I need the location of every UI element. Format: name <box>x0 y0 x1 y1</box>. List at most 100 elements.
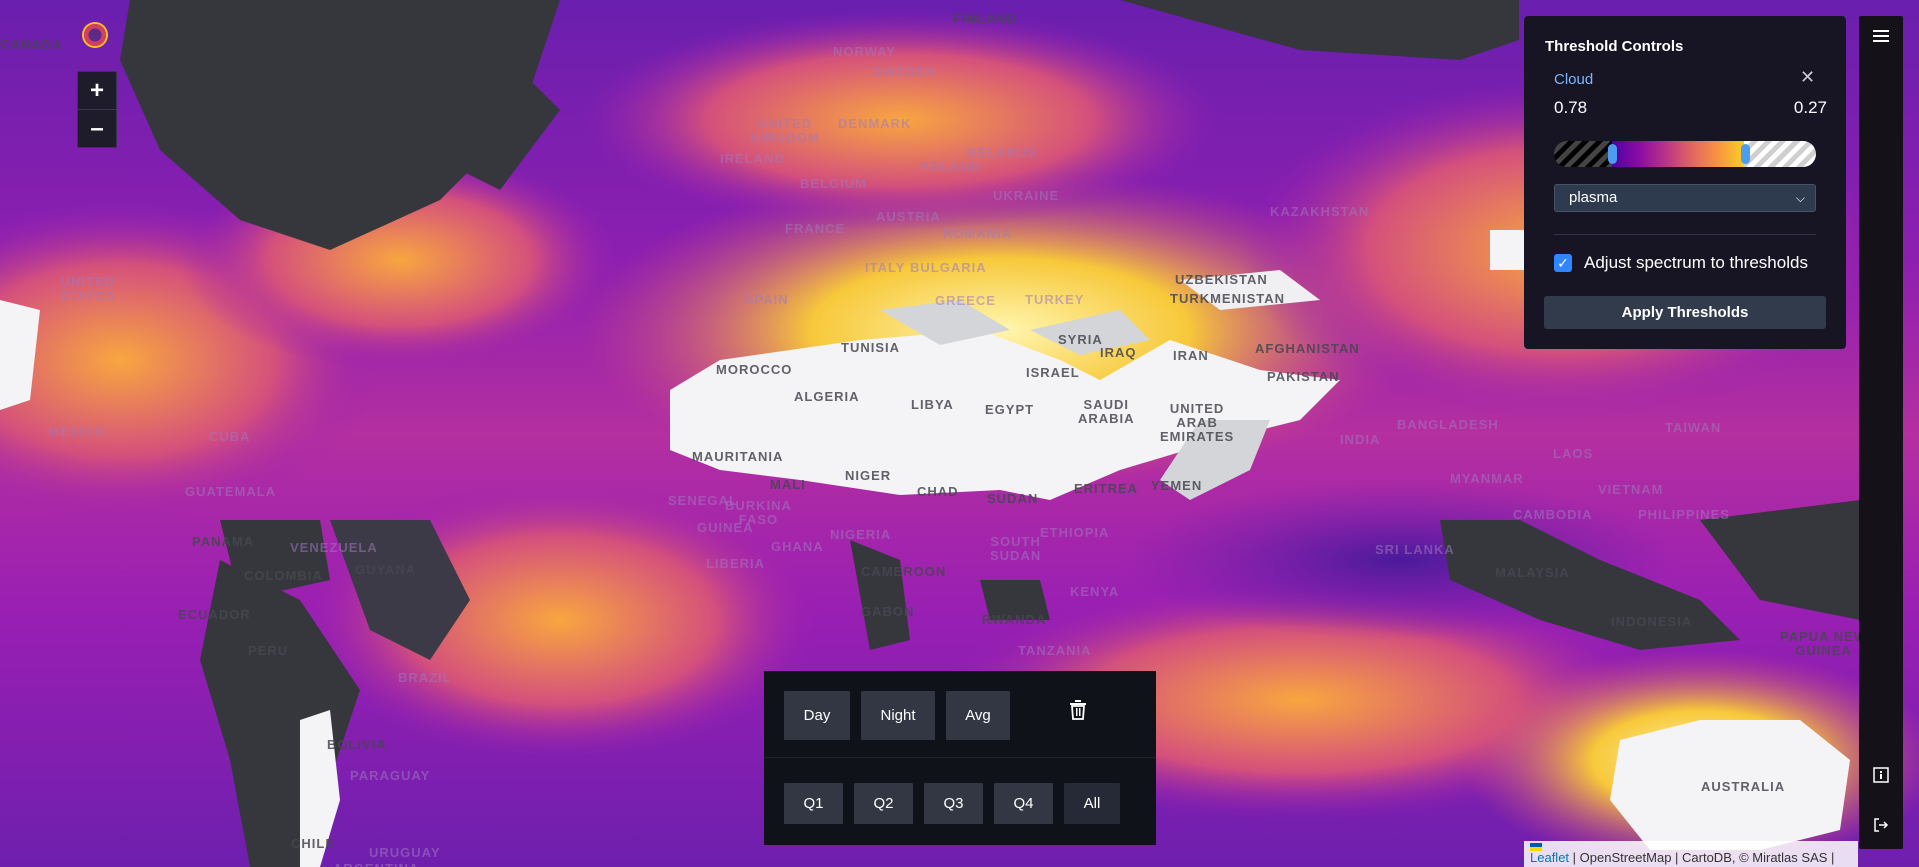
close-icon[interactable]: ✕ <box>1800 67 1816 87</box>
map-label: AUSTRALIA <box>1701 779 1786 794</box>
map-label: UNITED STATES <box>60 274 116 303</box>
leaflet-link[interactable]: Leaflet <box>1530 850 1570 865</box>
map-attribution: Leaflet | OpenStreetMap | CartoDB, © Mir… <box>1524 841 1858 867</box>
map-label: FRANCE <box>785 221 846 236</box>
map-label: CHAD <box>917 484 959 499</box>
map-label: URUGUAY <box>369 845 441 860</box>
map-label: INDONESIA <box>1611 614 1693 629</box>
map-label: NIGERIA <box>830 527 892 542</box>
zoom-in-button[interactable]: + <box>89 77 104 104</box>
apply-thresholds-button[interactable]: Apply Thresholds <box>1544 296 1826 329</box>
q1-button[interactable]: Q1 <box>784 783 843 824</box>
map-label: CUBA <box>209 429 251 444</box>
map-label: SPAIN <box>745 292 789 307</box>
night-button[interactable]: Night <box>861 691 935 740</box>
map-label: COLOMBIA <box>244 568 323 583</box>
map-label: GUINEA <box>697 520 754 535</box>
layer-name: Cloud <box>1554 71 1594 88</box>
threshold-panel: Threshold Controls Cloud ✕ 0.78 0.27 pla… <box>1524 16 1846 349</box>
min-threshold-handle[interactable] <box>1608 144 1617 164</box>
map-label: TURKMENISTAN <box>1170 291 1286 306</box>
map-label: FINLAND <box>953 11 1018 26</box>
map-label: MEXICO <box>48 424 106 439</box>
map-label: TANZANIA <box>1018 643 1092 658</box>
spectrum-gradient <box>1612 141 1744 167</box>
map-label: GHANA <box>771 539 824 554</box>
map-label: DENMARK <box>838 116 912 131</box>
map-label: IRAQ <box>1100 345 1137 360</box>
trash-icon[interactable] <box>1069 700 1089 722</box>
map-label: AFGHANISTAN <box>1255 341 1360 356</box>
map-label: TUNISIA <box>841 340 900 355</box>
map-label: MYANMAR <box>1450 471 1524 486</box>
map-label: KENYA <box>1070 584 1120 599</box>
map-label: PANAMA <box>192 534 255 549</box>
map-label: GREECE <box>935 293 996 308</box>
map-label: MALI <box>770 477 806 492</box>
info-icon[interactable] <box>1870 766 1892 788</box>
map-label: LIBERIA <box>706 556 765 571</box>
threshold-spectrum-slider[interactable] <box>1554 141 1816 167</box>
q4-button[interactable]: Q4 <box>994 783 1053 824</box>
map-label: ITALY <box>865 260 906 275</box>
menu-icon[interactable] <box>1870 26 1892 48</box>
colormap-select[interactable]: plasma ⌵ <box>1554 184 1816 212</box>
map-label: VIETNAM <box>1598 482 1664 497</box>
max-threshold-value: 0.27 <box>1793 98 1827 117</box>
avg-button[interactable]: Avg <box>946 691 1010 740</box>
app-logo[interactable] <box>82 22 108 48</box>
map-label: UZBEKISTAN <box>1175 272 1268 287</box>
q3-button[interactable]: Q3 <box>924 783 983 824</box>
min-threshold-value: 0.78 <box>1554 98 1588 117</box>
map-label: ROMANIA <box>943 226 1013 241</box>
map-label: KAZAKHSTAN <box>1270 204 1370 219</box>
map-label: PAKISTAN <box>1267 369 1340 384</box>
map-label: PARAGUAY <box>350 768 431 783</box>
map-label: BURKINA FASO <box>725 498 792 527</box>
map-label: TURKEY <box>1025 292 1085 307</box>
map-label: ARGENTINA <box>333 862 419 867</box>
map-label: UKRAINE <box>993 188 1060 203</box>
map-label: ECUADOR <box>178 607 251 622</box>
map-label: SWEDEN <box>873 64 937 79</box>
map-label: PHILIPPINES <box>1638 507 1730 522</box>
map-label: GUYANA <box>355 562 417 577</box>
map-label: UNITED KINGDOM <box>750 116 820 145</box>
adjust-spectrum-checkbox[interactable]: ✓ <box>1554 254 1572 272</box>
map-label: YEMEN <box>1151 478 1203 493</box>
q2-button[interactable]: Q2 <box>854 783 913 824</box>
map-label: SYRIA <box>1058 332 1103 347</box>
day-button[interactable]: Day <box>784 691 850 740</box>
map-label: IRAN <box>1173 348 1209 363</box>
logout-icon[interactable] <box>1870 816 1892 838</box>
map-label: POLAND <box>920 159 981 174</box>
map-label: BANGLADESH <box>1397 417 1499 432</box>
map-label: BULGARIA <box>910 260 987 275</box>
map-label: PAPUA NEW GUINEA <box>1780 629 1867 658</box>
chevron-down-icon: ⌵ <box>1795 191 1805 205</box>
map-label: BOLIVIA <box>327 737 387 752</box>
time-panel-separator <box>764 757 1156 758</box>
map-label: ETHIOPIA <box>1040 525 1110 540</box>
map-label: CAMBODIA <box>1513 507 1593 522</box>
zoom-out-button[interactable]: – <box>78 109 116 147</box>
map-label: TAIWAN <box>1665 420 1722 435</box>
map-label: BELARUS <box>967 145 1037 160</box>
map-label: SENEGAL <box>668 493 738 508</box>
map-label: CAMEROON <box>861 564 947 579</box>
map-label: EGYPT <box>985 402 1035 417</box>
map-label: SRI LANKA <box>1375 542 1455 557</box>
side-toolbar <box>1859 16 1903 849</box>
all-quarters-button[interactable]: All <box>1064 783 1120 824</box>
map-label: GABON <box>861 604 915 619</box>
map-label: MOROCCO <box>716 362 793 377</box>
map-label: ALGERIA <box>794 389 860 404</box>
map-label: ERITREA <box>1074 481 1139 496</box>
map-label: SUDAN <box>987 491 1039 506</box>
max-threshold-handle[interactable] <box>1741 144 1750 164</box>
map-label: PERU <box>248 643 289 658</box>
zoom-control: + – <box>77 71 117 148</box>
map-label: SAUDI ARABIA <box>1078 397 1135 426</box>
map-label: IRELAND <box>720 151 785 166</box>
map-label: AUSTRIA <box>876 209 941 224</box>
